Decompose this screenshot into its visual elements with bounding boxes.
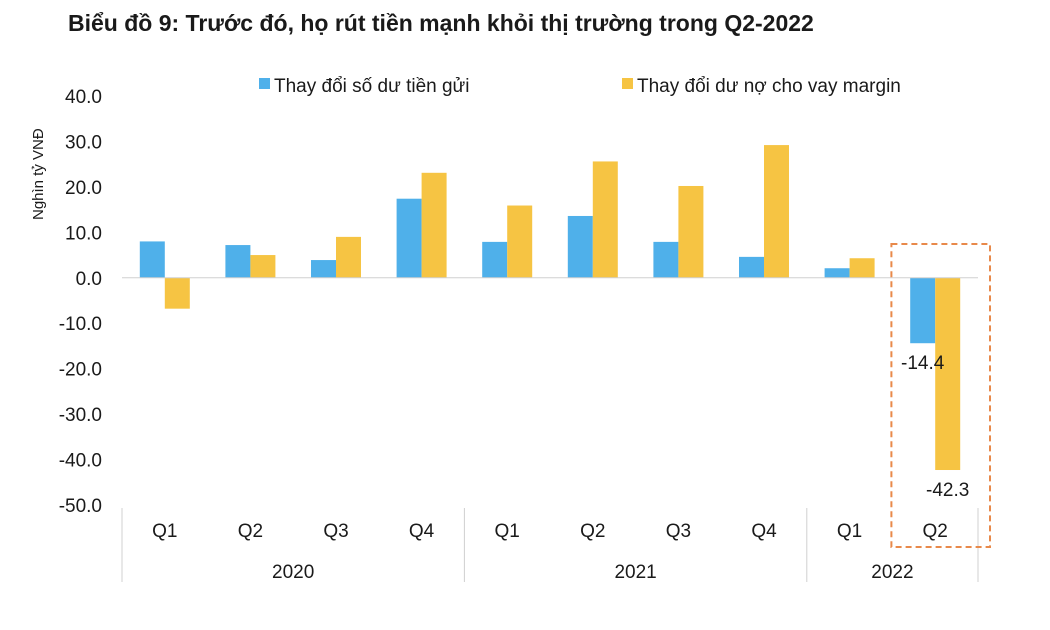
x-group-label: 2022 [871, 562, 913, 583]
highlight-box [890, 243, 992, 548]
bar [824, 268, 850, 278]
bar [250, 255, 276, 278]
legend-label: Thay đổi số dư tiền gửi [274, 76, 469, 97]
bar [592, 161, 618, 278]
x-category-label: Q1 [837, 521, 862, 542]
bars [139, 145, 961, 471]
x-category-label: Q3 [666, 521, 691, 542]
y-axis-label: Nghìn tỷ VNĐ [30, 128, 47, 220]
y-tick-label: 40.0 [65, 87, 102, 108]
bar [935, 277, 961, 471]
bar [678, 185, 704, 278]
bar [849, 258, 875, 278]
bar [567, 215, 593, 278]
bar [910, 277, 936, 344]
chart-title: Biểu đồ 9: Trước đó, họ rút tiền mạnh kh… [68, 10, 814, 36]
bar [507, 205, 533, 278]
x-category-label: Q3 [323, 521, 348, 542]
bar [653, 241, 679, 278]
y-tick-label: -10.0 [59, 314, 102, 335]
x-category-label: Q4 [751, 521, 777, 542]
y-tick-label: 10.0 [65, 223, 102, 244]
legend-swatch [259, 78, 270, 89]
bar [336, 236, 361, 278]
x-category-label: Q2 [923, 521, 948, 542]
legend-swatch [622, 78, 633, 89]
bar [311, 260, 336, 278]
data-label: -14.4 [901, 353, 945, 374]
x-group-label: 2021 [614, 562, 656, 583]
bar [764, 145, 789, 278]
bar [396, 198, 422, 278]
y-tick-label: -50.0 [59, 496, 102, 517]
x-category-label: Q1 [152, 521, 177, 542]
y-tick-label: -40.0 [59, 451, 102, 472]
x-axis: Q1 Q2 Q3 Q4 Q1 Q2 Q3 Q4 Q1 Q2 2020 2021 2022 [121, 277, 979, 583]
y-axis: 40.0 30.0 20.0 10.0 0.0 -10.0 -20.0 -30.0 -40.0 -… [30, 87, 102, 517]
data-labels: -14.4 -42.3 [901, 353, 969, 501]
legend: Thay đổi số dư tiền gửi Thay đổi dư nợ ch… [259, 76, 901, 97]
bar [225, 245, 251, 278]
bar [421, 172, 447, 278]
bar [482, 241, 508, 278]
legend-label: Thay đổi dư nợ cho vay margin [637, 76, 901, 97]
x-category-label: Q1 [495, 521, 520, 542]
x-category-label: Q2 [238, 521, 263, 542]
y-tick-label: 0.0 [76, 269, 102, 290]
x-category-label: Q4 [409, 521, 435, 542]
data-label: -42.3 [926, 480, 969, 501]
highlight-dashed-box [890, 243, 992, 548]
y-tick-label: -30.0 [59, 405, 102, 426]
bar [139, 241, 165, 278]
bar [164, 277, 190, 309]
x-group-label: 2020 [272, 562, 314, 583]
y-tick-label: 20.0 [65, 178, 102, 199]
y-tick-label: 30.0 [65, 132, 102, 153]
bar [739, 256, 764, 278]
x-category-label: Q2 [580, 521, 605, 542]
y-tick-label: -20.0 [59, 360, 102, 381]
